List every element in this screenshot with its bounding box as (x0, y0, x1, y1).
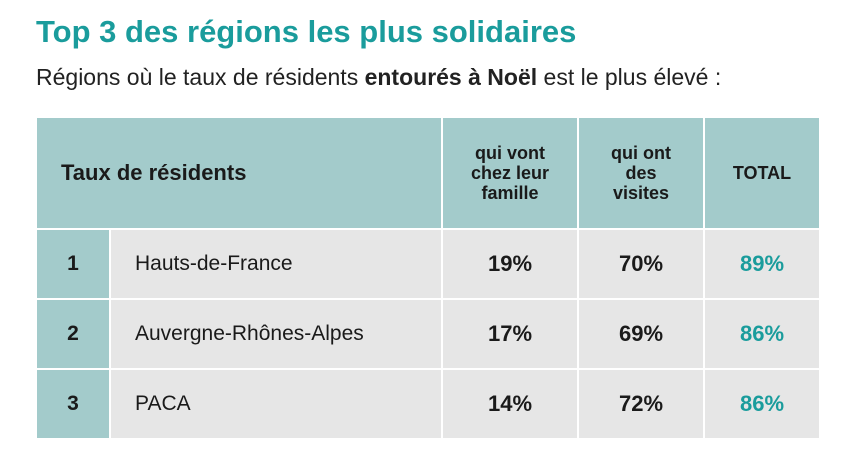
row-rank: 3 (35, 368, 111, 440)
subtitle-text-after: est le plus élevé : (537, 64, 722, 90)
row-region: Hauts-de-France (109, 228, 443, 300)
row-region: Auvergne-Rhônes-Alpes (109, 298, 443, 370)
subtitle-emphasis: entourés à Noël (364, 64, 538, 90)
header-col-total: TOTAL (703, 116, 821, 230)
row-famille-value: 17% (441, 298, 579, 370)
header-famille-line: qui vont (475, 143, 545, 163)
table-row: 2 Auvergne-Rhônes-Alpes 17% 69% 86% (35, 298, 821, 370)
page-title: Top 3 des régions les plus solidaires (36, 14, 577, 49)
header-visites-line: visites (612, 183, 670, 203)
header-visites-line: qui ont (611, 143, 671, 163)
row-total-value: 89% (703, 228, 821, 300)
row-rank: 1 (35, 228, 111, 300)
regions-table: Taux de résidents qui vont chez leur fam… (35, 116, 821, 440)
header-taux-de-residents: Taux de résidents (35, 116, 443, 230)
table-row: 3 PACA 14% 72% 86% (35, 368, 821, 440)
header-famille-line: chez leur (470, 163, 550, 183)
subtitle-text-before: Régions où le taux de résidents (36, 64, 365, 90)
row-rank: 2 (35, 298, 111, 370)
row-total-value: 86% (703, 298, 821, 370)
header-col-visites: qui ont des visites (577, 116, 705, 230)
table-header-row: Taux de résidents qui vont chez leur fam… (35, 116, 821, 230)
header-famille-line: famille (481, 183, 539, 203)
row-region: PACA (109, 368, 443, 440)
page-subtitle: Régions où le taux de résidents entourés… (36, 64, 721, 91)
row-famille-value: 14% (441, 368, 579, 440)
row-total-value: 86% (703, 368, 821, 440)
row-visites-value: 72% (577, 368, 705, 440)
header-visites-line: des (625, 163, 657, 183)
row-famille-value: 19% (441, 228, 579, 300)
row-visites-value: 69% (577, 298, 705, 370)
table-row: 1 Hauts-de-France 19% 70% 89% (35, 228, 821, 300)
header-col-famille: qui vont chez leur famille (441, 116, 579, 230)
row-visites-value: 70% (577, 228, 705, 300)
